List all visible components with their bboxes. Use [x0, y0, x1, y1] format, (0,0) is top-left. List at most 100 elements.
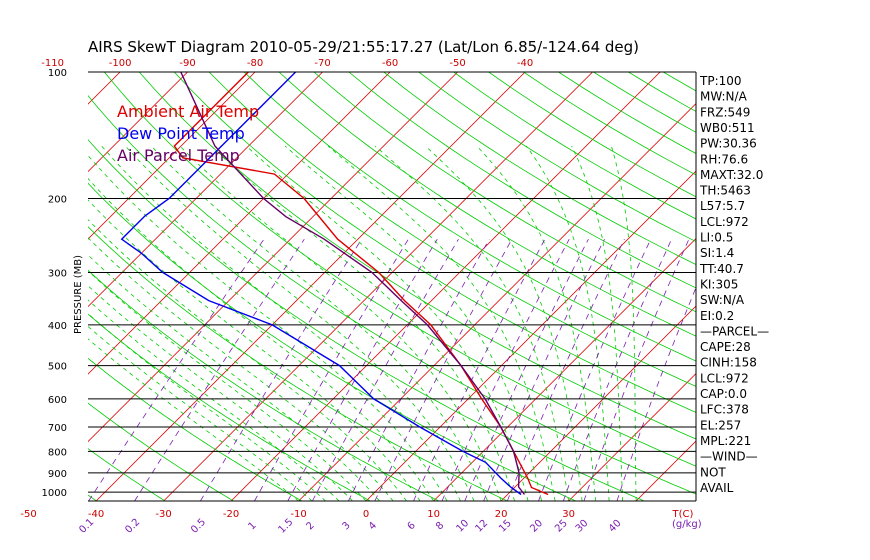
isotherm-line — [88, 72, 458, 443]
pressure-tick-label: 100 — [48, 68, 67, 79]
dry-adiabat-line — [663, 72, 696, 92]
stat-item: MPL:221 — [700, 434, 751, 448]
chart-title: AIRS SkewT Diagram 2010-05-29/21:55:17.2… — [88, 38, 639, 56]
bottom-temp-tick-label: -50 — [20, 509, 36, 520]
stat-item: SW:N/A — [700, 293, 745, 307]
isobar-grid — [88, 197, 696, 493]
mixing-ratio-tick-label: 20 — [528, 518, 545, 535]
stat-item: EI:0.2 — [700, 309, 734, 323]
mixing-ratio-tick-label: 1 — [246, 520, 258, 532]
mixing-ratio-line — [616, 286, 696, 501]
plot-frame — [88, 71, 697, 502]
stat-item: LCL:972 — [700, 215, 749, 229]
mixing-ratio-tick-label: 0.2 — [123, 517, 142, 536]
isotherm-line — [88, 72, 323, 308]
stat-item: RH:76.6 — [700, 152, 748, 166]
dry-adiabat-line — [88, 95, 696, 495]
bottom-temp-tick-label: 0 — [363, 509, 369, 520]
moist-adiabat-line — [88, 178, 434, 501]
moist-adiabat-line — [476, 145, 596, 501]
stat-item: CAP:0.0 — [700, 387, 747, 401]
stat-item: CAPE:28 — [700, 340, 751, 354]
pressure-tick-label: 700 — [48, 423, 67, 434]
dry-adiabat-line — [383, 72, 696, 266]
top-temp-tick-label: -50 — [449, 58, 465, 69]
dry-adiabat-line — [88, 226, 508, 501]
mixing-ratio-line — [538, 239, 652, 501]
stat-item: EL:257 — [700, 418, 741, 432]
dry-adiabat-line — [88, 357, 303, 501]
top-temp-tick-label: -80 — [247, 58, 263, 69]
stat-item: PW:30.36 — [700, 137, 757, 151]
top-temp-tick-label: -60 — [382, 58, 398, 69]
moist-adiabat-line — [526, 145, 610, 501]
stat-item: L57:5.7 — [700, 199, 745, 213]
mixing-ratio-tick-label: 10 — [455, 518, 472, 535]
pressure-tick-label: 200 — [48, 194, 67, 205]
dry-adiabat-line — [88, 402, 234, 501]
legend-entry: Dew Point Temp — [117, 124, 245, 143]
mixing-ratio-line — [464, 239, 589, 501]
stat-item: FRZ:549 — [700, 105, 750, 119]
mixing-ratio-tick-label: 15 — [497, 518, 514, 535]
stat-item: AVAIL — [700, 481, 734, 495]
bottom-unit-label: T(C) — [672, 509, 694, 520]
mixing-ratio-tick-label: 25 — [553, 518, 570, 535]
pressure-tick-label: 800 — [48, 447, 67, 458]
dry-adiabat-line — [278, 72, 696, 337]
isotherm-line — [500, 305, 696, 501]
dry-adiabat-line — [88, 313, 371, 501]
stat-item: LFC:378 — [700, 403, 749, 417]
bottom-temperature-axis: -50 -40 -30 -20 -10 0 10 20 30 T(C) — [20, 509, 693, 520]
pressure-tick-label: 1000 — [42, 488, 67, 499]
moist-adiabat-line — [425, 145, 583, 501]
dry-adiabat-line — [453, 72, 696, 220]
top-temp-tick-label: -70 — [314, 58, 330, 69]
y-axis-label: PRESSURE (MB) — [73, 255, 84, 334]
dry-adiabat-line — [173, 72, 696, 413]
pressure-tick-label: 500 — [48, 362, 67, 373]
bottom-temp-tick-label: -10 — [290, 509, 306, 520]
mixing-ratio-line — [287, 238, 438, 501]
stat-item: LI:0.5 — [700, 231, 733, 245]
pressure-axis: 100 200 300 400 500 600 700 800 900 1000 — [42, 68, 67, 499]
stat-item: TH:5463 — [699, 184, 751, 198]
isotherm-line — [88, 72, 188, 173]
series-line-dew-point-temp — [120, 72, 522, 496]
bottom-temp-tick-label: 20 — [495, 509, 508, 520]
isotherm-line — [568, 373, 696, 501]
sounding-profiles — [120, 72, 549, 496]
pressure-tick-label: 900 — [48, 469, 67, 480]
isotherm-line — [230, 72, 661, 501]
mixing-ratio-line — [441, 239, 570, 501]
stat-item: NOT — [700, 465, 726, 479]
moist-adiabat-grid — [88, 145, 637, 501]
pressure-tick-label: 600 — [48, 395, 67, 406]
mixing-ratio-line — [506, 239, 625, 501]
stat-item: —WIND— — [700, 450, 758, 464]
stat-item: —PARCEL— — [700, 324, 769, 338]
mixing-ratio-unit-label: (g/kg) — [672, 519, 702, 530]
mixing-ratio-line — [374, 239, 513, 501]
dry-adiabat-line — [88, 269, 440, 501]
mixing-ratio-line — [562, 239, 672, 501]
mixing-ratio-tick-label: 8 — [434, 520, 446, 532]
dry-adiabat-line — [208, 72, 696, 387]
pressure-tick-label: 400 — [48, 321, 67, 332]
stat-item: WB0:511 — [700, 121, 755, 135]
isotherm-line — [88, 72, 121, 105]
dry-adiabat-line — [88, 182, 576, 501]
mixing-ratio-tick-label: 4 — [367, 520, 379, 532]
isotherm-line — [88, 72, 256, 240]
moist-adiabat-line — [211, 145, 515, 501]
stat-item: TP:100 — [699, 74, 742, 88]
dry-adiabat-line — [88, 448, 166, 501]
mixing-ratio-tick-label: 0.5 — [189, 517, 208, 536]
top-temp-tick-label: -90 — [179, 58, 195, 69]
bottom-temp-tick-label: 10 — [427, 509, 440, 520]
dry-adiabat-line — [103, 72, 696, 467]
stat-item: KI:305 — [700, 277, 738, 291]
mixing-ratio-tick-label: 12 — [473, 518, 490, 535]
